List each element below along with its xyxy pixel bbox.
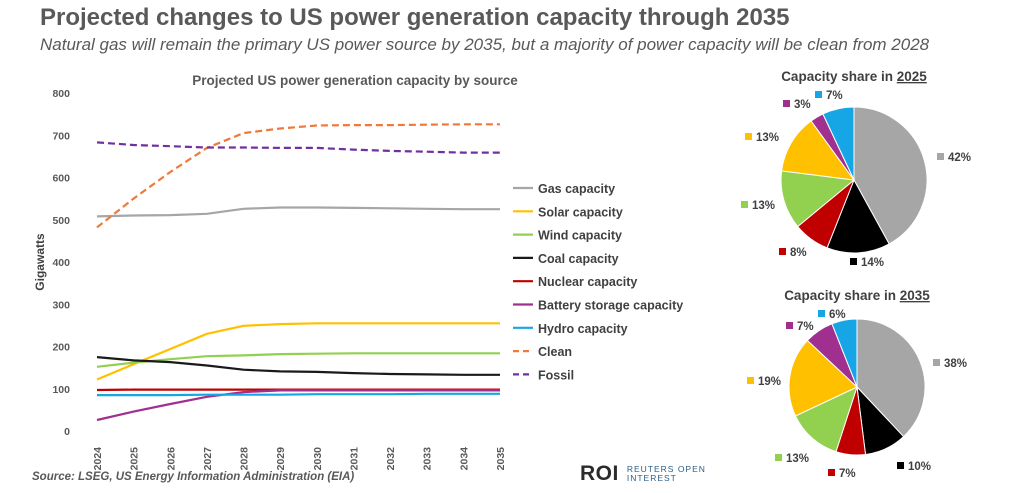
y-tick-label: 400 <box>52 257 70 269</box>
y-tick-label: 700 <box>52 130 70 142</box>
pie-data-label: 13% <box>752 200 775 212</box>
pie-data-label: 38% <box>944 358 967 370</box>
pie-label-swatch <box>897 462 904 469</box>
series-line <box>96 123 500 229</box>
page-subtitle: Natural gas will remain the primary US p… <box>40 35 930 54</box>
brand-mark: ROI <box>580 462 619 485</box>
y-tick-label: 300 <box>52 299 70 311</box>
pie-data-label: 13% <box>786 453 809 465</box>
legend-label: Fossil <box>538 368 574 382</box>
pie-label-swatch <box>937 153 944 160</box>
x-tick-label: 2026 <box>165 447 177 471</box>
pie-data-label: 7% <box>839 468 856 480</box>
pie-label-swatch <box>815 91 822 98</box>
series-line <box>96 352 500 368</box>
legend-label: Battery storage capacity <box>538 299 683 313</box>
pie-data-label: 10% <box>908 461 931 473</box>
x-tick-label: 2025 <box>129 447 141 471</box>
x-tick-label: 2032 <box>385 447 397 471</box>
pie-slice <box>781 120 856 181</box>
pie-slice <box>788 339 858 417</box>
pie-slice <box>780 170 856 228</box>
pie-slice <box>794 386 858 453</box>
x-tick-label: 2027 <box>202 447 214 471</box>
y-tick-label: 100 <box>52 384 70 396</box>
x-tick-label: 2031 <box>348 447 360 471</box>
brand-logo: ROI REUTERS OPEN INTEREST <box>580 462 713 486</box>
series-line <box>96 356 500 376</box>
series-line <box>97 392 500 397</box>
pie-title-prefix: Capacity share in <box>784 288 900 303</box>
pie-label-swatch <box>779 248 786 255</box>
pie-data-label: 8% <box>790 247 807 259</box>
x-tick-label: 2028 <box>239 447 251 471</box>
page-title: Projected changes to US power generation… <box>40 4 790 31</box>
x-tick-label: 2029 <box>275 447 287 471</box>
y-axis-label: Gigawatts <box>33 233 47 291</box>
series-line <box>96 322 500 381</box>
y-tick-label: 600 <box>52 173 70 185</box>
pie-label-swatch <box>775 454 782 461</box>
pie-slice <box>831 318 858 388</box>
pie-label-swatch <box>745 133 752 140</box>
legend-label: Solar capacity <box>538 205 623 219</box>
x-tick-label: 2024 <box>92 447 104 471</box>
x-tick-label: 2035 <box>495 447 507 471</box>
y-tick-label: 0 <box>64 426 70 438</box>
x-tick-label: 2033 <box>422 447 434 471</box>
series-line <box>96 141 500 154</box>
brand-name: REUTERS OPEN INTEREST <box>626 464 706 483</box>
legend-label: Nuclear capacity <box>538 275 637 289</box>
pie-label-swatch <box>828 469 835 476</box>
legend-label: Coal capacity <box>538 252 619 266</box>
pie-title-year: 2035 <box>900 288 931 303</box>
pie-title-prefix: Capacity share in <box>781 69 897 84</box>
pie-title: Capacity share in 2035 <box>784 288 930 303</box>
source-note: Source: LSEG, US Energy Information Admi… <box>32 471 355 483</box>
pie-data-label: 13% <box>756 132 779 144</box>
pie-data-label: 7% <box>826 90 843 102</box>
pie-slice <box>822 106 855 181</box>
pie-label-swatch <box>747 377 754 384</box>
pie-data-label: 6% <box>829 309 846 321</box>
pie-data-label: 42% <box>948 152 971 164</box>
pie-label-swatch <box>741 201 748 208</box>
series-line <box>96 206 500 218</box>
x-tick-label: 2034 <box>458 447 470 471</box>
y-tick-label: 800 <box>52 88 70 100</box>
line-chart-title: Projected US power generation capacity b… <box>192 73 518 88</box>
pie-data-label: 19% <box>758 376 781 388</box>
pie-title: Capacity share in 2025 <box>781 69 927 84</box>
legend-label: Wind capacity <box>538 229 622 243</box>
pie-slice <box>856 318 926 438</box>
y-tick-label: 200 <box>52 342 70 354</box>
pie-data-label: 14% <box>861 257 884 269</box>
pie-label-swatch <box>933 359 940 366</box>
pie-label-swatch <box>783 100 790 107</box>
legend-label: Hydro capacity <box>538 322 628 336</box>
y-tick-label: 500 <box>52 215 70 227</box>
pie-title-year: 2025 <box>897 69 928 84</box>
pie-label-swatch <box>786 322 793 329</box>
x-tick-label: 2030 <box>312 447 324 471</box>
legend-label: Gas capacity <box>538 182 615 196</box>
pie-slice <box>826 178 890 254</box>
series-line <box>96 389 500 422</box>
pie-label-swatch <box>850 258 857 265</box>
pie-data-label: 3% <box>794 99 811 111</box>
pie-data-label: 7% <box>797 321 814 333</box>
legend-label: Clean <box>538 345 572 359</box>
pie-label-swatch <box>818 310 825 317</box>
pie-slice <box>853 106 928 245</box>
